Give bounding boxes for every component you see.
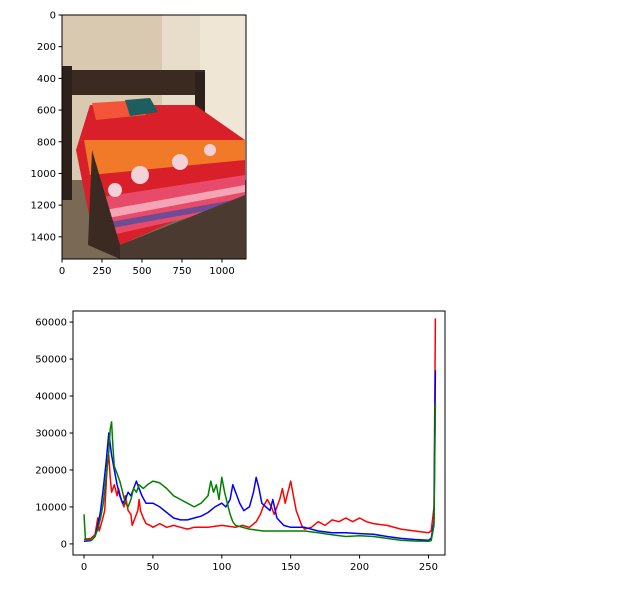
image-x-tick-label: 1000 bbox=[209, 266, 234, 277]
series-line-red bbox=[83, 318, 437, 541]
histogram-x-tick-label: 0 bbox=[81, 562, 87, 573]
histogram-series bbox=[83, 318, 437, 543]
series-line-blue bbox=[83, 370, 437, 543]
histogram-panel: 0 10000 20000 30000 40000 50000 60000 0 50 100 15… bbox=[35, 310, 446, 573]
image-x-ticks: 0 250 500 750 1000 bbox=[59, 259, 235, 277]
histogram-x-ticks: 0 50 100 150 200 250 bbox=[81, 555, 438, 573]
image-y-tick-label: 1200 bbox=[31, 201, 56, 212]
image-y-tick-label: 200 bbox=[37, 42, 56, 53]
histogram-y-tick-label: 40000 bbox=[35, 392, 67, 403]
histogram-y-ticks: 0 10000 20000 30000 40000 50000 60000 bbox=[35, 318, 73, 550]
image-y-ticks: 0 200 400 600 800 1000 1200 1400 bbox=[31, 11, 62, 243]
histogram-x-tick-label: 100 bbox=[212, 562, 231, 573]
image-y-tick-label: 800 bbox=[37, 137, 56, 148]
histogram-x-tick-label: 50 bbox=[147, 562, 160, 573]
histogram-y-tick-label: 0 bbox=[61, 539, 67, 550]
image-y-tick-label: 1400 bbox=[31, 232, 56, 243]
series-line-green bbox=[83, 403, 437, 543]
image-y-tick-label: 1000 bbox=[31, 169, 56, 180]
image-x-tick-label: 0 bbox=[59, 266, 65, 277]
image-y-tick-label: 400 bbox=[37, 74, 56, 85]
histogram-y-tick-label: 20000 bbox=[35, 465, 67, 476]
histogram-y-tick-label: 50000 bbox=[35, 355, 67, 366]
image-x-tick-label: 250 bbox=[92, 266, 111, 277]
photo-bedroom bbox=[62, 15, 246, 259]
histogram-y-tick-label: 30000 bbox=[35, 429, 67, 440]
image-y-tick-label: 600 bbox=[37, 106, 56, 117]
image-x-tick-label: 500 bbox=[132, 266, 151, 277]
histogram-x-tick-label: 150 bbox=[281, 562, 300, 573]
image-panel: 0 200 400 600 800 1000 1200 1400 0 250 500 750 1000 bbox=[31, 11, 247, 277]
histogram-y-tick-label: 60000 bbox=[35, 318, 67, 329]
histogram-y-tick-label: 10000 bbox=[35, 502, 67, 513]
image-x-tick-label: 750 bbox=[172, 266, 191, 277]
image-y-tick-label: 0 bbox=[50, 11, 56, 22]
histogram-x-tick-label: 200 bbox=[350, 562, 369, 573]
histogram-x-tick-label: 250 bbox=[419, 562, 438, 573]
plot-frame bbox=[72, 310, 446, 556]
